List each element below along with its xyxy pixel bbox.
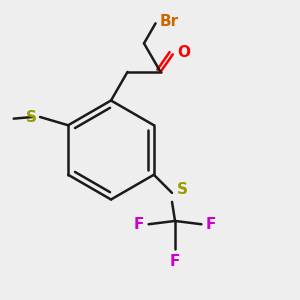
Text: S: S (176, 182, 188, 197)
Text: O: O (177, 45, 190, 60)
Text: F: F (170, 254, 180, 269)
Text: F: F (206, 217, 216, 232)
Text: S: S (26, 110, 37, 124)
Text: F: F (134, 217, 144, 232)
Text: Br: Br (160, 14, 179, 29)
